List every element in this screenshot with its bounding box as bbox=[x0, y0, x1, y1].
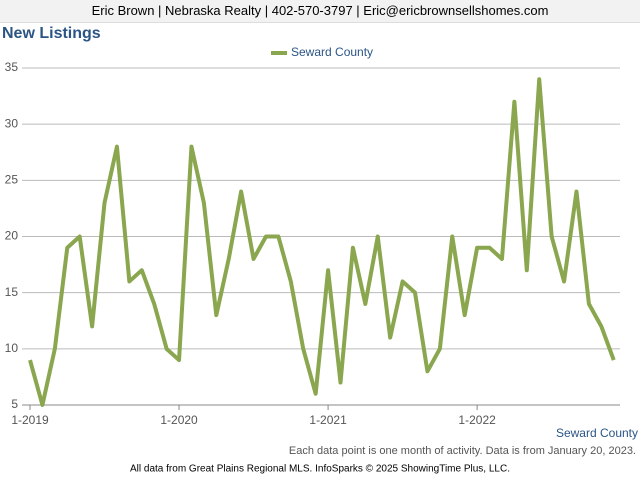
legend-label: Seward County bbox=[291, 45, 373, 59]
x-tick-label: 1-2020 bbox=[160, 413, 198, 427]
x-tick-label: 1-2022 bbox=[458, 413, 496, 427]
region-label: Seward County bbox=[556, 426, 638, 440]
source: All data from Great Plains Regional MLS.… bbox=[130, 464, 510, 475]
y-tick-label: 10 bbox=[5, 341, 19, 355]
x-tick-label: 1-2021 bbox=[309, 413, 347, 427]
y-tick-label: 30 bbox=[5, 116, 19, 130]
y-tick-label: 15 bbox=[5, 285, 19, 299]
y-tick-label: 35 bbox=[5, 60, 19, 74]
chart-title: New Listings bbox=[2, 25, 101, 42]
x-tick-label: 1-2019 bbox=[11, 413, 49, 427]
y-tick-label: 5 bbox=[11, 397, 18, 411]
agent-header: Eric Brown | Nebraska Realty | 402-570-3… bbox=[0, 0, 640, 23]
note: Each data point is one month of activity… bbox=[289, 445, 636, 457]
y-tick-label: 20 bbox=[5, 229, 19, 243]
y-tick-label: 25 bbox=[5, 173, 19, 187]
series-line bbox=[28, 77, 616, 407]
